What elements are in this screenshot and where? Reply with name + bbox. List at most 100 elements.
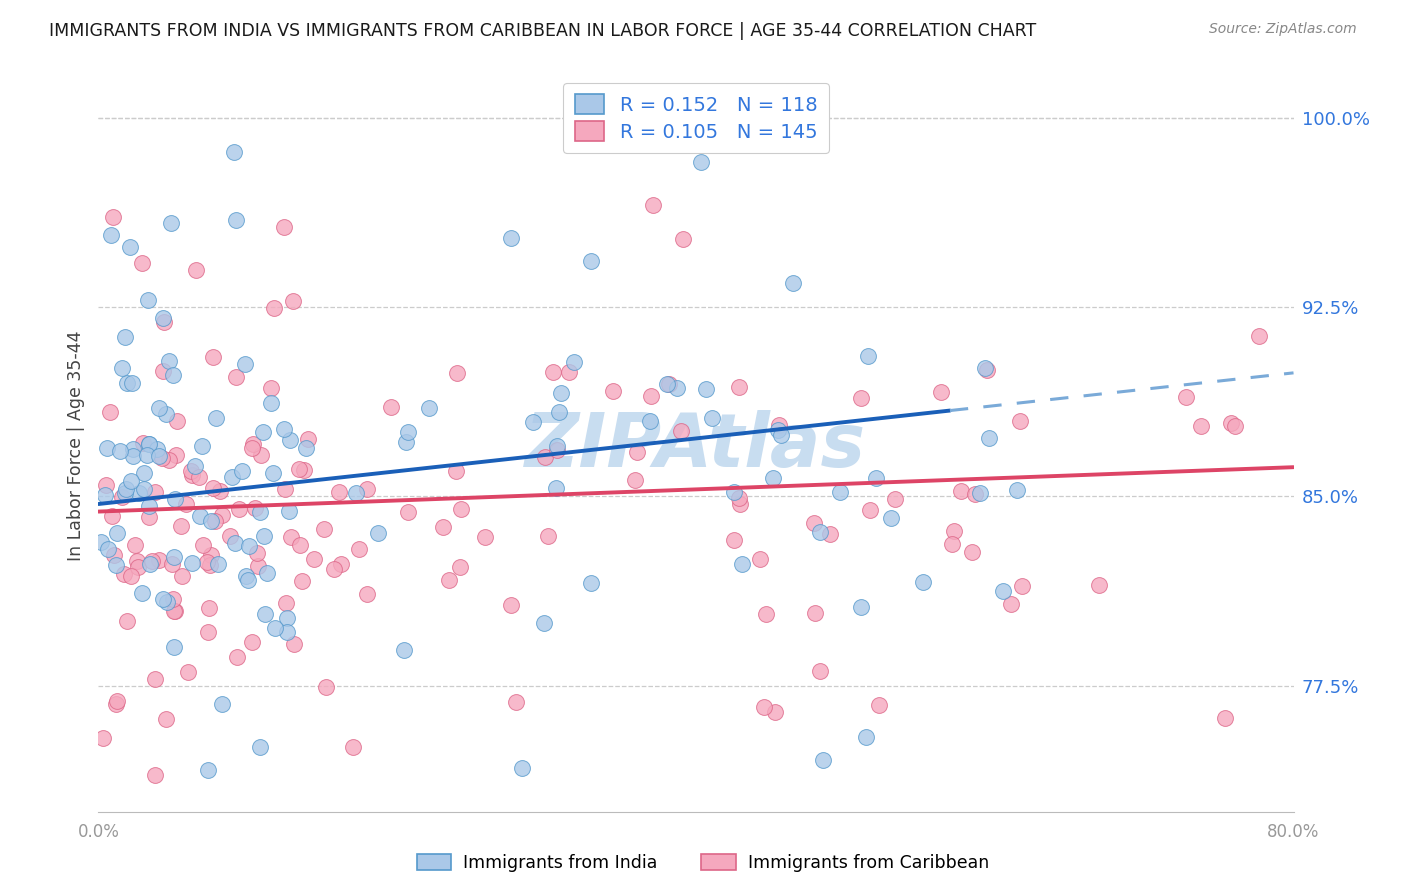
Point bbox=[602, 384, 624, 398]
Point bbox=[723, 485, 745, 500]
Y-axis label: In Labor Force | Age 35-44: In Labor Force | Age 35-44 bbox=[66, 331, 84, 561]
Point bbox=[541, 365, 564, 379]
Point bbox=[211, 697, 233, 711]
Point bbox=[184, 459, 207, 474]
Point bbox=[323, 562, 346, 576]
Legend: R = 0.152   N = 118, R = 0.105   N = 145: R = 0.152 N = 118, R = 0.105 N = 145 bbox=[564, 83, 828, 153]
Point bbox=[94, 477, 117, 491]
Legend: Immigrants from India, Immigrants from Caribbean: Immigrants from India, Immigrants from C… bbox=[409, 847, 997, 879]
Point bbox=[90, 534, 112, 549]
Point bbox=[501, 231, 523, 245]
Point bbox=[155, 712, 177, 726]
Point bbox=[689, 155, 711, 169]
Point bbox=[276, 625, 298, 640]
Point bbox=[112, 567, 135, 582]
Point bbox=[444, 464, 467, 478]
Point bbox=[728, 491, 751, 506]
Point bbox=[367, 525, 389, 540]
Point bbox=[246, 546, 269, 560]
Point bbox=[188, 509, 211, 524]
Point bbox=[259, 381, 281, 395]
Point bbox=[396, 425, 419, 439]
Point bbox=[162, 591, 184, 606]
Point bbox=[274, 482, 297, 496]
Point bbox=[249, 505, 271, 519]
Point bbox=[474, 530, 496, 544]
Point bbox=[579, 253, 602, 268]
Point bbox=[1008, 414, 1031, 428]
Point bbox=[752, 699, 775, 714]
Point bbox=[395, 434, 418, 449]
Point bbox=[96, 541, 118, 556]
Point bbox=[546, 439, 568, 453]
Text: ZIPAtlas: ZIPAtlas bbox=[526, 409, 866, 483]
Text: IMMIGRANTS FROM INDIA VS IMMIGRANTS FROM CARIBBEAN IN LABOR FORCE | AGE 35-44 CO: IMMIGRANTS FROM INDIA VS IMMIGRANTS FROM… bbox=[49, 22, 1036, 40]
Point bbox=[884, 492, 907, 507]
Point bbox=[197, 625, 219, 640]
Point bbox=[174, 497, 197, 511]
Point bbox=[100, 227, 122, 242]
Point bbox=[849, 599, 872, 614]
Point bbox=[152, 364, 174, 378]
Point bbox=[211, 508, 233, 523]
Point bbox=[665, 381, 688, 395]
Point bbox=[159, 353, 181, 368]
Point bbox=[138, 437, 160, 451]
Point bbox=[204, 411, 226, 425]
Point bbox=[290, 574, 312, 589]
Point bbox=[329, 557, 352, 571]
Point bbox=[242, 437, 264, 451]
Point bbox=[868, 698, 890, 712]
Point bbox=[437, 573, 460, 587]
Point bbox=[769, 427, 792, 442]
Point bbox=[228, 502, 250, 516]
Point bbox=[170, 569, 193, 583]
Point bbox=[115, 614, 138, 628]
Point bbox=[138, 500, 160, 514]
Point bbox=[180, 467, 202, 482]
Point bbox=[131, 256, 153, 270]
Point bbox=[111, 361, 134, 376]
Point bbox=[104, 697, 127, 711]
Point bbox=[328, 484, 350, 499]
Point bbox=[105, 525, 128, 540]
Point bbox=[250, 448, 273, 462]
Point bbox=[101, 509, 124, 524]
Point bbox=[224, 536, 246, 550]
Point bbox=[501, 598, 523, 612]
Point bbox=[292, 463, 315, 477]
Point bbox=[865, 471, 887, 485]
Point bbox=[849, 392, 872, 406]
Point bbox=[548, 405, 571, 419]
Point bbox=[931, 385, 953, 400]
Point bbox=[579, 576, 602, 591]
Point bbox=[136, 293, 159, 307]
Point bbox=[273, 220, 295, 235]
Point bbox=[808, 524, 831, 539]
Point bbox=[254, 607, 277, 621]
Point bbox=[1011, 579, 1033, 593]
Point bbox=[136, 448, 159, 462]
Point bbox=[120, 568, 142, 582]
Point bbox=[546, 442, 568, 457]
Point bbox=[1189, 418, 1212, 433]
Point bbox=[960, 545, 983, 559]
Point bbox=[207, 557, 229, 571]
Point bbox=[755, 607, 778, 622]
Point bbox=[148, 401, 170, 415]
Point bbox=[238, 539, 260, 553]
Point bbox=[134, 466, 156, 480]
Point bbox=[638, 414, 661, 428]
Point bbox=[544, 482, 567, 496]
Point bbox=[143, 484, 166, 499]
Point bbox=[143, 768, 166, 782]
Point bbox=[643, 198, 665, 212]
Point bbox=[856, 350, 879, 364]
Point bbox=[262, 466, 284, 480]
Point bbox=[249, 740, 271, 755]
Point bbox=[256, 566, 278, 580]
Point bbox=[162, 368, 184, 382]
Point bbox=[804, 607, 827, 621]
Point bbox=[209, 483, 232, 498]
Point bbox=[152, 310, 174, 325]
